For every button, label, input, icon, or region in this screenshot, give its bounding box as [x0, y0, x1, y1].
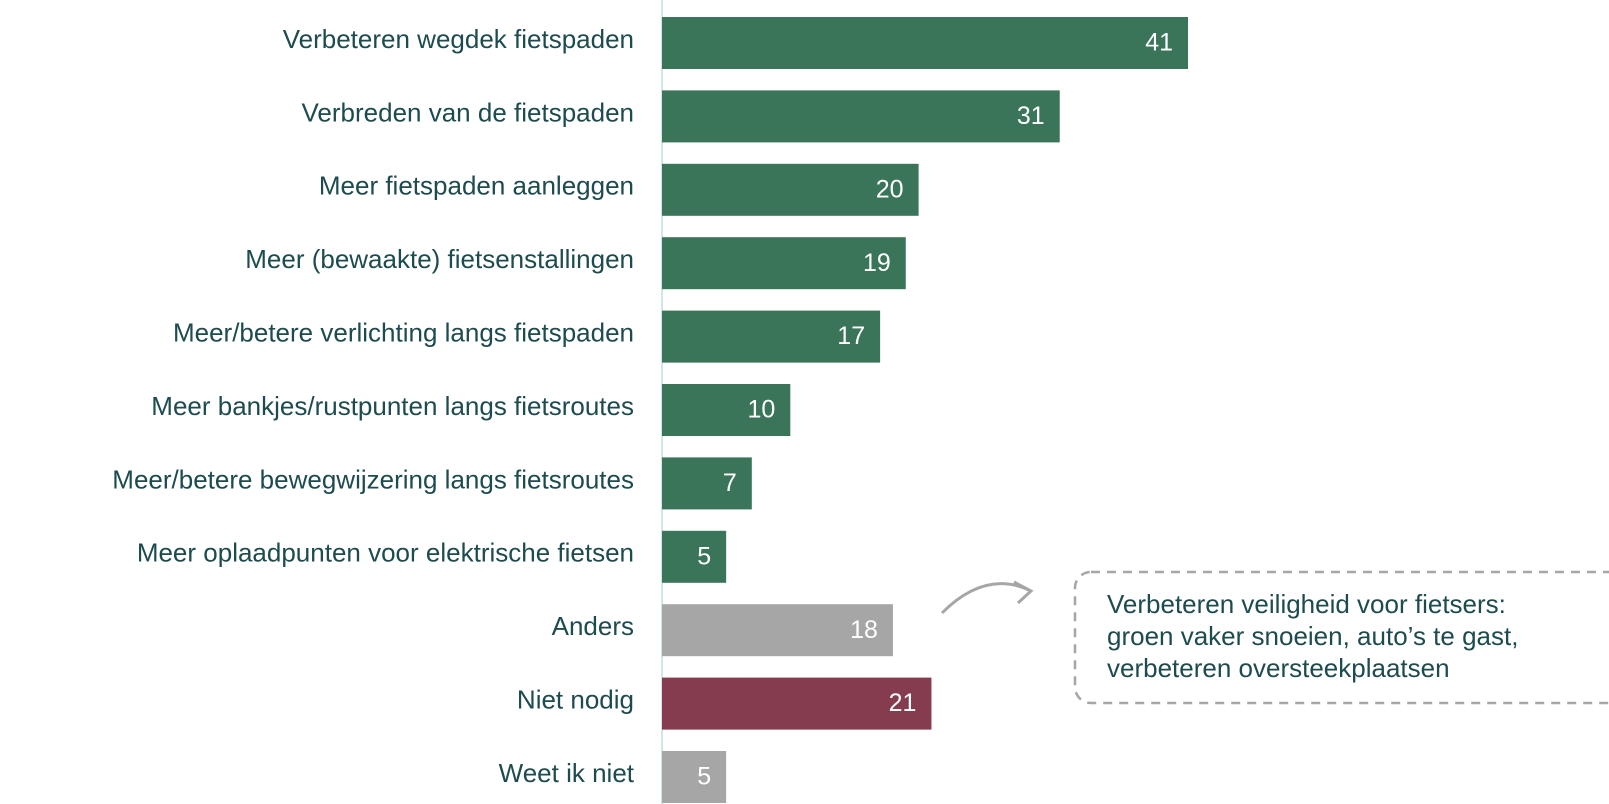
category-label: Anders	[552, 611, 634, 641]
value-label: 17	[837, 322, 865, 350]
category-label: Niet nodig	[517, 684, 634, 714]
category-label: Weet ik niet	[499, 758, 635, 788]
value-label: 5	[697, 763, 711, 791]
category-label: Verbeteren wegdek fietspaden	[283, 24, 634, 54]
arrow-head	[1013, 580, 1034, 605]
category-label: Meer fietspaden aanleggen	[319, 171, 634, 201]
bar	[662, 677, 932, 730]
arrow	[940, 582, 1030, 615]
bar	[662, 310, 881, 363]
value-label: 31	[1017, 102, 1045, 130]
value-label: 41	[1145, 29, 1173, 57]
value-label: 7	[723, 469, 737, 497]
value-label: 21	[889, 689, 917, 717]
bar	[662, 457, 752, 510]
value-label: 20	[876, 175, 904, 203]
annotation-box	[1073, 570, 1609, 705]
category-label: Meer bankjes/rustpunten langs fietsroute…	[151, 391, 634, 421]
bar	[662, 17, 1189, 69]
category-label: Verbreden van de fietspaden	[302, 97, 634, 127]
bar	[662, 604, 893, 657]
category-label: Meer oplaadpunten voor elektrische fiets…	[137, 538, 634, 568]
category-label: Meer (bewaakte) fietsenstallingen	[245, 244, 634, 274]
bar	[662, 90, 1060, 143]
annotation-text: groen vaker snoeien, auto’s te gast,	[1107, 621, 1518, 651]
annotation-text: verbeteren oversteekplaatsen	[1107, 653, 1450, 683]
value-label: 10	[747, 396, 775, 424]
category-label: Meer/betere bewegwijzering langs fietsro…	[112, 464, 634, 494]
value-label: 19	[863, 249, 891, 277]
value-label: 5	[697, 542, 711, 570]
bar	[662, 751, 727, 803]
bar	[662, 237, 906, 290]
bar	[662, 384, 791, 436]
value-label: 18	[850, 616, 878, 644]
annotation-text: Verbeteren veiligheid voor fietsers:	[1107, 589, 1506, 619]
bar	[662, 530, 727, 583]
bar	[662, 163, 919, 216]
category-label: Meer/betere verlichting langs fietspaden	[173, 317, 634, 347]
